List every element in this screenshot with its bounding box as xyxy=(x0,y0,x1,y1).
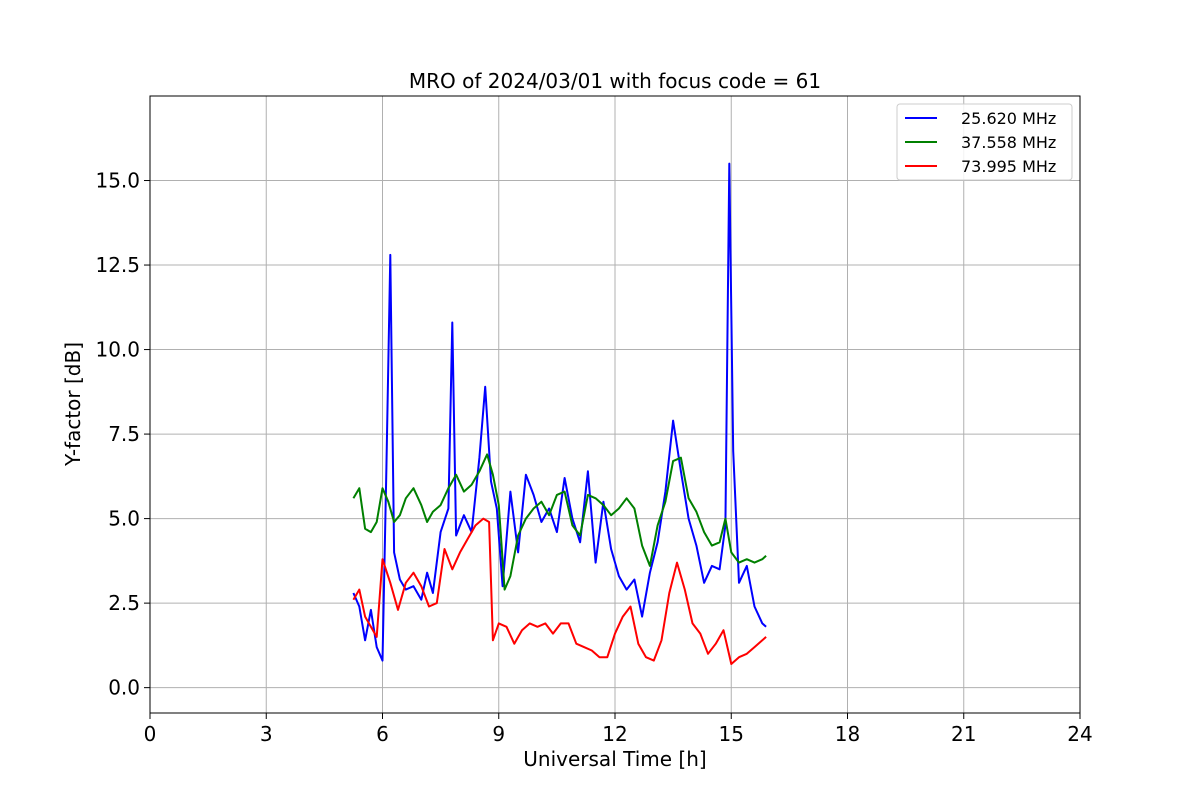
x-tick-label: 18 xyxy=(835,722,860,746)
series-line-2 xyxy=(352,517,767,665)
legend-label: 25.620 MHz xyxy=(961,109,1056,128)
legend: 25.620 MHz 37.558 MHz 73.995 MHz xyxy=(896,103,1073,181)
y-tick-label: 7.5 xyxy=(108,422,140,446)
x-tick-label: 9 xyxy=(492,722,505,746)
x-axis: 0 3 6 9 12 15 18 21 24 xyxy=(144,713,1093,746)
grid xyxy=(149,96,1081,713)
x-tick-label: 24 xyxy=(1067,722,1092,746)
y-tick-label: 12.5 xyxy=(95,253,140,277)
x-tick-label: 15 xyxy=(719,722,744,746)
x-tick-label: 21 xyxy=(951,722,976,746)
y-axis: 0.0 2.5 5.0 7.5 10.0 12.5 15.0 xyxy=(95,169,150,700)
y-axis-label: Y-factor [dB] xyxy=(61,342,85,467)
legend-box xyxy=(896,103,1073,181)
legend-label: 73.995 MHz xyxy=(961,157,1056,176)
y-tick-label: 2.5 xyxy=(108,591,140,615)
x-axis-label: Universal Time [h] xyxy=(523,747,706,771)
series-layer xyxy=(352,162,767,665)
legend-label: 37.558 MHz xyxy=(961,133,1056,152)
y-tick-label: 15.0 xyxy=(95,169,140,193)
series-line-1 xyxy=(352,453,767,591)
y-tick-label: 0.0 xyxy=(108,676,140,700)
x-tick-label: 6 xyxy=(376,722,389,746)
series-line-0 xyxy=(352,162,767,662)
y-tick-label: 10.0 xyxy=(95,338,140,362)
x-tick-label: 3 xyxy=(260,722,273,746)
chart-title: MRO of 2024/03/01 with focus code = 61 xyxy=(409,69,821,93)
x-tick-label: 0 xyxy=(144,722,157,746)
x-tick-label: 12 xyxy=(602,722,627,746)
y-tick-label: 5.0 xyxy=(108,507,140,531)
